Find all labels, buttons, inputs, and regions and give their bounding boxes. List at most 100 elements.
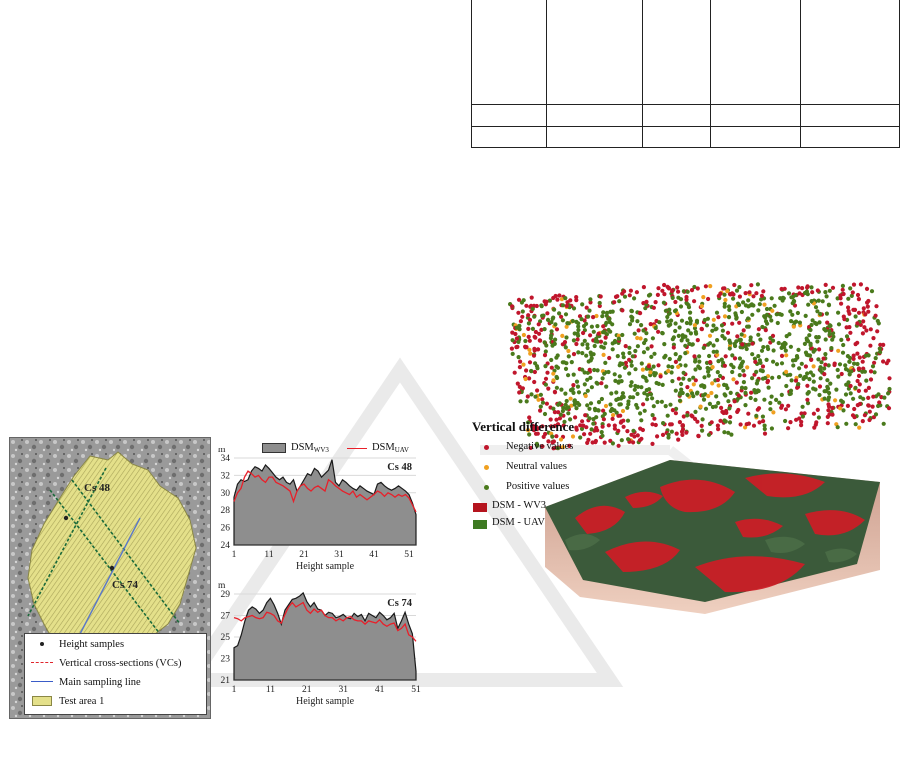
data-point	[595, 381, 600, 386]
legend-wv3: DSMWV3	[291, 442, 329, 454]
data-point	[815, 288, 820, 293]
data-point	[673, 411, 678, 416]
data-point	[510, 351, 515, 356]
data-point	[815, 407, 820, 412]
data-point	[853, 385, 858, 390]
data-point	[532, 348, 537, 353]
data-point	[750, 376, 755, 381]
uav-swatch	[346, 447, 367, 449]
data-point	[839, 398, 844, 403]
data-point	[586, 314, 591, 319]
data-point	[822, 366, 827, 371]
data-point	[762, 302, 767, 307]
data-point	[538, 408, 543, 413]
data-point	[609, 391, 614, 396]
data-point	[638, 411, 643, 416]
data-point	[866, 395, 871, 400]
data-point	[535, 366, 540, 371]
data-point	[663, 404, 668, 409]
data-point	[807, 353, 813, 358]
data-point	[601, 330, 606, 335]
data-point	[640, 427, 645, 433]
data-point	[702, 375, 707, 380]
data-point	[692, 416, 698, 421]
data-point	[576, 327, 581, 333]
table-header-row	[471, 0, 900, 106]
data-point	[612, 338, 618, 344]
vertical-difference-legend: Vertical difference Negative values Neut…	[472, 419, 574, 529]
data-point	[788, 309, 793, 314]
data-point	[685, 392, 690, 397]
data-point	[772, 303, 777, 308]
data-point	[672, 308, 678, 314]
x-tick-label: 11	[264, 550, 273, 560]
data-point	[818, 365, 823, 370]
data-point	[527, 376, 532, 381]
data-point	[824, 311, 829, 316]
data-point	[754, 291, 759, 296]
data-point	[679, 387, 684, 392]
data-point	[722, 292, 727, 297]
data-point	[602, 371, 607, 376]
data-point	[685, 289, 690, 294]
data-point	[759, 293, 764, 298]
data-point	[715, 423, 720, 428]
wv3-swatch	[262, 443, 286, 453]
data-point	[839, 301, 844, 306]
data-point	[650, 396, 655, 401]
data-point	[529, 295, 534, 300]
data-point	[860, 359, 865, 364]
data-point	[545, 370, 550, 375]
data-point	[764, 306, 770, 312]
data-point	[740, 359, 745, 364]
data-point	[641, 350, 647, 355]
data-point	[520, 314, 525, 319]
legend-label: Height samples	[59, 638, 125, 650]
data-point	[551, 378, 556, 383]
data-point	[818, 311, 823, 317]
data-point	[588, 375, 593, 380]
data-point	[667, 356, 672, 362]
data-point	[848, 286, 853, 291]
data-point	[809, 299, 814, 304]
data-point	[783, 407, 788, 412]
data-point	[566, 411, 571, 416]
data-point	[851, 356, 856, 361]
data-point	[656, 363, 661, 368]
data-point	[707, 401, 712, 406]
data-point	[704, 323, 710, 328]
data-point	[594, 313, 599, 319]
data-point	[687, 377, 692, 382]
data-point	[588, 401, 594, 406]
data-point	[728, 414, 733, 420]
data-point	[561, 405, 566, 410]
data-point	[714, 310, 720, 315]
data-point	[596, 400, 602, 405]
data-point	[877, 400, 882, 405]
data-point	[581, 330, 586, 336]
data-point	[771, 348, 776, 353]
data-point	[566, 373, 571, 378]
data-point	[676, 437, 681, 442]
data-point	[695, 338, 700, 343]
data-point	[871, 336, 876, 341]
data-point	[650, 336, 655, 341]
data-point	[585, 342, 590, 347]
map-label-cs74: Cs 74	[112, 579, 138, 591]
data-point	[807, 377, 812, 382]
data-point	[716, 293, 721, 299]
data-point	[552, 307, 557, 312]
y-tick-label: 32	[221, 471, 231, 481]
data-point	[552, 410, 557, 415]
data-point	[653, 325, 658, 331]
data-point	[803, 364, 808, 369]
data-point	[655, 434, 660, 439]
data-point	[584, 305, 589, 310]
data-point	[754, 381, 759, 386]
data-point	[763, 328, 768, 333]
data-point	[760, 369, 765, 374]
table-cell	[710, 0, 801, 106]
data-point	[788, 420, 793, 425]
data-point	[780, 342, 785, 347]
data-point	[554, 385, 559, 390]
